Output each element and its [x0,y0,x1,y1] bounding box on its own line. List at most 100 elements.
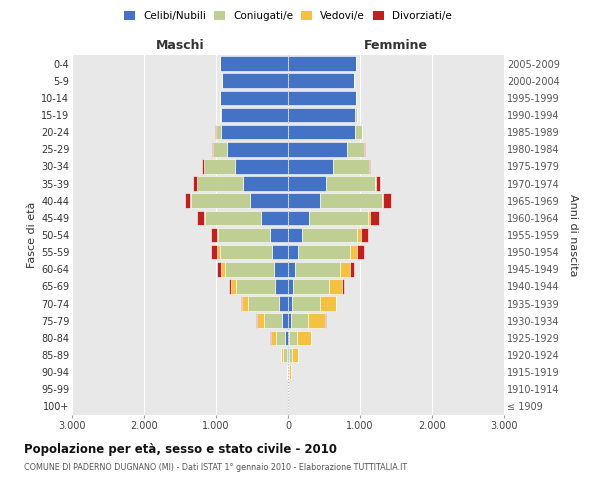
Bar [347,142,364,156]
Bar [290,314,308,328]
Bar [288,176,326,191]
Bar [288,210,309,225]
Bar [302,228,358,242]
Bar [292,296,320,311]
Bar [257,314,263,328]
Bar [213,142,227,156]
Bar [185,194,190,208]
Bar [229,279,231,293]
Bar [197,176,244,191]
Bar [368,210,370,225]
Bar [217,262,221,276]
Bar [217,228,218,242]
Bar [227,142,288,156]
Bar [287,348,288,362]
Bar [383,194,391,208]
Bar [288,142,347,156]
Bar [298,245,350,260]
Bar [270,228,288,242]
Bar [289,348,292,362]
Bar [272,245,288,260]
Bar [263,314,282,328]
Bar [288,330,289,345]
Bar [361,228,368,242]
Bar [288,245,298,260]
Bar [326,176,375,191]
Bar [215,125,221,140]
Bar [271,330,276,345]
Bar [295,262,340,276]
Bar [211,228,217,242]
Bar [202,159,203,174]
Bar [191,194,250,208]
Bar [288,228,302,242]
Text: Popolazione per età, sesso e stato civile - 2010: Popolazione per età, sesso e stato civil… [24,442,337,456]
Bar [224,262,274,276]
Bar [293,279,329,293]
Bar [309,210,368,225]
Bar [217,245,220,260]
Bar [244,176,288,191]
Bar [308,314,325,328]
Bar [235,159,288,174]
Bar [220,245,272,260]
Bar [260,210,288,225]
Bar [281,348,283,362]
Bar [231,279,236,293]
Bar [355,108,357,122]
Bar [288,262,295,276]
Bar [357,245,364,260]
Bar [289,330,297,345]
Bar [288,314,290,328]
Bar [297,330,311,345]
Bar [288,194,320,208]
Bar [285,330,288,345]
Bar [370,210,379,225]
Text: COMUNE DI PADERNO DUGNANO (MI) - Dati ISTAT 1° gennaio 2010 - Elaborazione TUTTI: COMUNE DI PADERNO DUGNANO (MI) - Dati IS… [24,462,407,471]
Bar [221,125,288,140]
Bar [288,90,356,105]
Bar [288,159,334,174]
Bar [211,245,217,260]
Bar [242,296,248,311]
Bar [292,348,298,362]
Bar [221,108,288,122]
Bar [358,228,361,242]
Bar [221,262,224,276]
Bar [220,90,288,105]
Text: Femmine: Femmine [364,38,428,52]
Bar [274,262,288,276]
Bar [248,296,278,311]
Bar [223,74,288,88]
Bar [220,56,288,71]
Bar [282,314,288,328]
Bar [288,108,355,122]
Bar [193,176,197,191]
Bar [320,296,335,311]
Bar [288,296,292,311]
Bar [250,194,288,208]
Legend: Celibi/Nubili, Coniugati/e, Vedovi/e, Divorziati/e: Celibi/Nubili, Coniugati/e, Vedovi/e, Di… [121,8,455,24]
Bar [275,279,288,293]
Bar [218,228,270,242]
Bar [276,330,285,345]
Bar [288,125,355,140]
Bar [278,296,288,311]
Bar [320,194,382,208]
Bar [369,159,370,174]
Text: Maschi: Maschi [155,38,205,52]
Bar [288,74,353,88]
Bar [204,159,235,174]
Bar [283,348,287,362]
Bar [220,108,221,122]
Y-axis label: Fasce di età: Fasce di età [26,202,37,268]
Bar [197,210,205,225]
Bar [340,262,350,276]
Bar [205,210,260,225]
Bar [329,279,343,293]
Bar [382,194,383,208]
Bar [350,245,357,260]
Bar [288,56,356,71]
Bar [355,125,362,140]
Bar [289,365,290,380]
